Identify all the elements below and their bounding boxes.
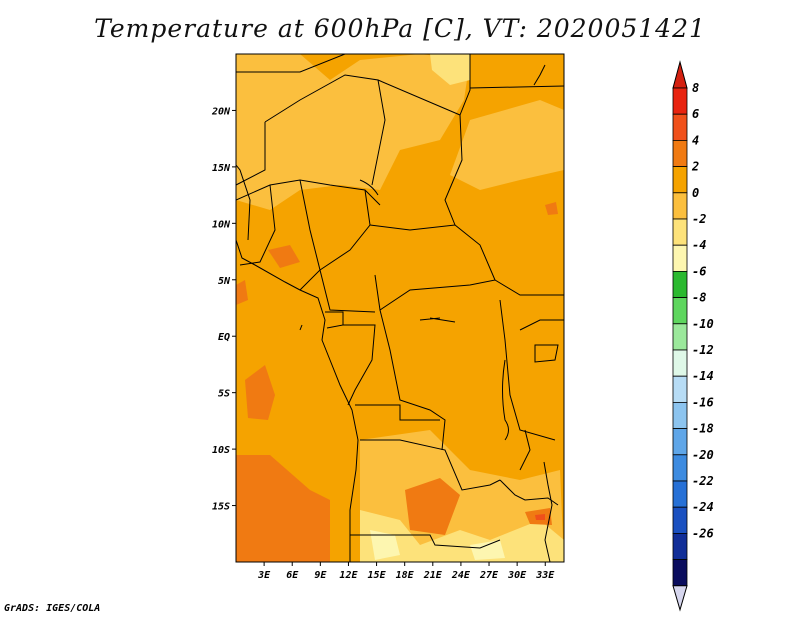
colorbar-label: -20 [692, 448, 714, 462]
colorbar-segment [672, 244, 688, 272]
map-frame [235, 53, 565, 563]
colorbar: 8 6 4 2 0 -2 -4 -6 -8 -10 -12 -14 -16 -18 -20 -22 -24 -26 [672, 60, 714, 612]
colorbar-segment [672, 506, 688, 534]
colorbar-label: -14 [692, 369, 714, 383]
pale-patch-se [470, 540, 505, 560]
lon-tick-label: 12E [339, 570, 358, 581]
longitude-axis: 3E 6E 9E 12E 15E 18E 21E 24E 27E 30E 33E [257, 562, 555, 581]
lon-tick-label: 3E [257, 570, 271, 581]
colorbar-label: -6 [692, 264, 706, 278]
colorbar-segment [672, 139, 688, 167]
country-borders [236, 54, 564, 562]
warm-patch-gulf [268, 245, 300, 268]
pale-patch-sw [370, 530, 400, 560]
colorbar-segment [672, 270, 688, 298]
colorbar-segment [672, 166, 688, 194]
lat-tick-label: 10N [212, 219, 231, 230]
warm-patch-atlantic [236, 455, 330, 562]
colorbar-segment [672, 323, 688, 351]
colorbar-label: 6 [692, 107, 699, 121]
colorbar-segment [672, 533, 688, 561]
lon-tick-label: 6E [286, 570, 299, 581]
colorbar-label: -16 [692, 395, 714, 409]
colorbar-label: -8 [692, 291, 706, 305]
lat-tick-label: 5S [218, 389, 230, 400]
lat-tick-label: 15N [212, 163, 231, 174]
lon-tick-label: 9E [314, 570, 327, 581]
pale-patch-south [360, 510, 564, 562]
colorbar-label: -24 [692, 500, 714, 514]
lat-tick-label: 15S [212, 502, 230, 513]
colorbar-top-arrow [672, 60, 688, 89]
pale-patch-north [430, 54, 470, 85]
colorbar-segment [672, 559, 688, 587]
lon-tick-label: 15E [368, 570, 387, 581]
colorbar-label: 2 [691, 160, 699, 174]
colorbar-segment [672, 297, 688, 325]
colorbar-label: 0 [692, 186, 699, 200]
cool-patch-east [450, 100, 564, 190]
grads-credit: GrADS: IGES/COLA [4, 603, 101, 614]
lon-tick-label: 27E [479, 570, 499, 581]
warm-patch-atlantic-mid [245, 365, 275, 420]
colorbar-segment [672, 428, 688, 456]
lon-tick-label: 21E [423, 570, 443, 581]
coastline [236, 239, 359, 562]
warm-patch-angola [405, 478, 460, 535]
lat-tick-label: EQ [218, 332, 230, 343]
colorbar-segment [672, 218, 688, 246]
warm-patch-coast [236, 280, 248, 305]
colorbar-segment [672, 87, 688, 115]
lat-tick-label: 20N [211, 106, 231, 117]
colorbar-label: -10 [692, 317, 714, 331]
lat-tick-label: 10S [212, 445, 230, 456]
colorbar-segment [672, 401, 688, 429]
colorbar-segment [672, 480, 688, 508]
colorbar-segment [672, 349, 688, 377]
colorbar-label: -18 [692, 422, 714, 436]
lon-tick-label: 24E [451, 570, 471, 581]
colorbar-label: -22 [692, 474, 714, 488]
colorbar-label: -2 [692, 212, 706, 226]
latitude-axis: 20N 15N 10N 5N EQ 5S 10S 15S [211, 106, 236, 513]
cool-patch-north [236, 54, 470, 210]
lon-tick-label: 18E [396, 570, 415, 581]
temperature-field [236, 54, 564, 562]
warm-patch-east [545, 202, 558, 215]
colorbar-segment [672, 113, 688, 141]
colorbar-segment [672, 192, 688, 220]
colorbar-bottom-arrow [672, 585, 688, 612]
lat-tick-label: 5N [218, 276, 231, 287]
colorbar-segment [672, 454, 688, 482]
colorbar-label: -12 [692, 343, 714, 357]
map-title: Temperature at 600hPa [C], VT: 202005142… [94, 14, 706, 43]
lon-tick-label: 30E [507, 570, 527, 581]
colorbar-label: 4 [692, 133, 699, 147]
colorbar-label: -4 [692, 238, 706, 252]
colorbar-segment [672, 375, 688, 403]
hot-patch-mozambique [535, 514, 545, 520]
lon-tick-label: 33E [535, 570, 555, 581]
colorbar-label: 8 [692, 81, 699, 95]
colorbar-label: -26 [692, 526, 714, 540]
